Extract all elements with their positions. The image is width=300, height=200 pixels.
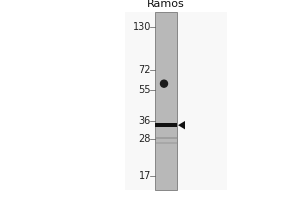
Bar <box>155 137 177 139</box>
Bar <box>155 12 177 190</box>
Text: 17: 17 <box>139 171 151 181</box>
Text: 55: 55 <box>139 85 151 95</box>
Polygon shape <box>178 121 185 129</box>
Text: 130: 130 <box>133 22 151 32</box>
Text: 36: 36 <box>139 116 151 126</box>
Text: Ramos: Ramos <box>147 0 185 9</box>
Bar <box>125 12 227 190</box>
Text: 72: 72 <box>139 65 151 75</box>
Circle shape <box>160 80 167 87</box>
Bar <box>155 123 177 127</box>
Text: 28: 28 <box>139 134 151 144</box>
Bar <box>155 142 177 144</box>
